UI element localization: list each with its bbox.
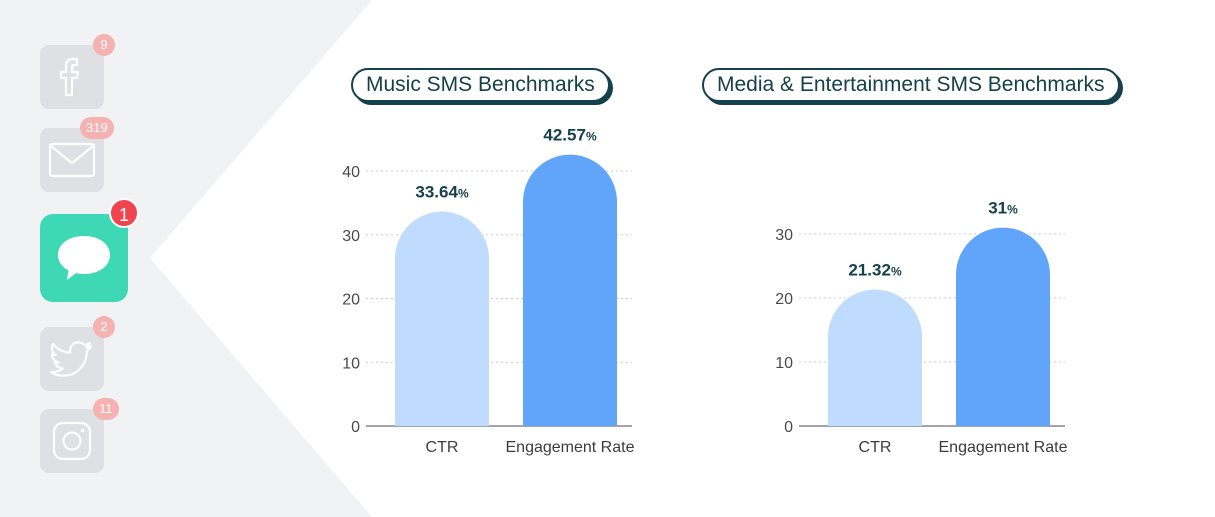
mail-icon [48, 142, 96, 178]
twitter-app-tile[interactable] [40, 327, 104, 391]
y-tick-label: 30 [342, 228, 360, 245]
facebook-app-tile[interactable] [40, 45, 104, 109]
y-tick-label: 20 [342, 292, 360, 309]
y-tick-label: 10 [342, 355, 360, 372]
bar-value-label: 31% [988, 199, 1018, 218]
y-tick-label: 0 [784, 419, 793, 436]
chat-bubble-icon [58, 236, 110, 280]
bar-ctr [395, 211, 489, 426]
y-tick-label: 40 [342, 164, 360, 181]
y-tick-label: 30 [775, 227, 793, 244]
instagram-icon [52, 421, 92, 461]
facebook-icon [59, 57, 80, 97]
facebook-badge: 9 [93, 34, 115, 56]
instagram-app-tile[interactable] [40, 409, 104, 473]
bar-value-label: 21.32% [848, 261, 902, 280]
x-category-label: CTR [426, 439, 459, 456]
sms-badge: 1 [109, 198, 139, 228]
twitter-badge: 2 [93, 316, 115, 338]
y-tick-label: 10 [775, 355, 793, 372]
email-badge: 319 [80, 117, 114, 139]
twitter-icon [50, 341, 93, 377]
sms-app-tile[interactable] [40, 214, 128, 302]
bar-engagement-rate [523, 154, 617, 426]
instagram-badge: 11 [93, 398, 119, 420]
x-category-label: Engagement Rate [939, 439, 1068, 456]
media-chart-title: Media & Entertainment SMS Benchmarks [702, 68, 1120, 102]
y-tick-label: 0 [351, 419, 360, 436]
email-app-tile[interactable] [40, 128, 104, 192]
bar-engagement-rate [956, 227, 1050, 426]
x-category-label: CTR [859, 439, 892, 456]
bar-ctr [828, 289, 922, 426]
bar-value-label: 42.57% [543, 126, 597, 145]
x-category-label: Engagement Rate [506, 439, 635, 456]
y-tick-label: 20 [775, 291, 793, 308]
music-chart-title: Music SMS Benchmarks [351, 68, 610, 102]
bar-value-label: 33.64% [415, 183, 469, 202]
